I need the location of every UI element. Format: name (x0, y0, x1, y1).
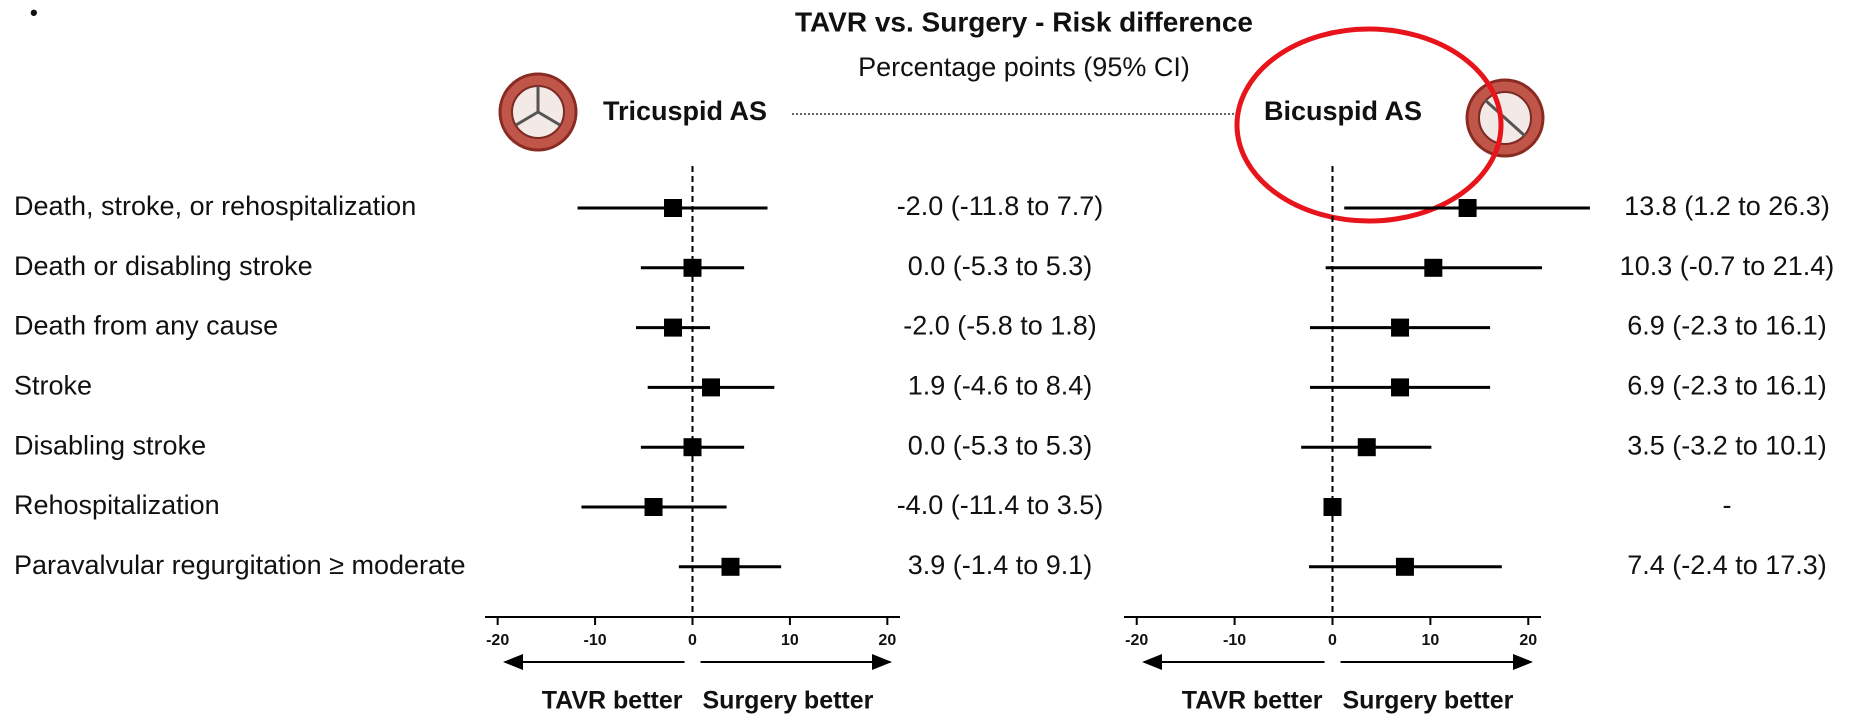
value-label: 6.9 (-2.3 to 16.1) (1627, 311, 1827, 341)
point-estimate (1391, 378, 1410, 397)
point-estimate (664, 199, 683, 217)
x-tick-label: -20 (486, 632, 509, 649)
point-estimate (1395, 557, 1414, 576)
point-estimate (702, 378, 721, 397)
value-label: 6.9 (-2.3 to 16.1) (1627, 371, 1827, 401)
x-tick-label: 10 (781, 632, 799, 649)
point-estimate (664, 318, 683, 337)
chart-title: TAVR vs. Surgery - Risk difference (795, 6, 1253, 37)
value-label: -2.0 (-11.8 to 7.7) (897, 191, 1104, 221)
direction-label: Surgery better (1343, 687, 1514, 715)
direction-label: TAVR better (542, 687, 683, 715)
row-label: Paravalvular regurgitation ≥ moderate (14, 550, 466, 580)
row-label: Death from any cause (14, 311, 278, 341)
panel-header: Tricuspid AS (603, 96, 767, 126)
row-label: Disabling stroke (14, 430, 206, 460)
direction-label: TAVR better (1182, 687, 1323, 715)
value-label: - (1723, 490, 1732, 520)
x-tick-label: -10 (1223, 632, 1246, 649)
highlight-circle (1234, 26, 1504, 224)
value-label: 1.9 (-4.6 to 8.4) (908, 371, 1093, 401)
value-label: 3.9 (-1.4 to 9.1) (908, 550, 1093, 580)
point-estimate (1357, 438, 1376, 457)
value-label: 13.8 (1.2 to 26.3) (1624, 191, 1830, 221)
value-label: 0.0 (-5.3 to 5.3) (908, 251, 1093, 281)
valve-icon (1465, 78, 1545, 158)
value-label: 3.5 (-3.2 to 10.1) (1627, 430, 1827, 460)
valve-icon (498, 72, 578, 152)
row-label: Death, stroke, or rehospitalization (14, 191, 416, 221)
point-estimate (1323, 498, 1342, 516)
x-tick-label: 0 (688, 632, 697, 649)
point-estimate (1424, 258, 1443, 277)
value-label: -2.0 (-5.8 to 1.8) (903, 311, 1097, 341)
point-estimate (721, 557, 740, 576)
point-estimate (683, 258, 702, 277)
panel-marker: • (30, 0, 38, 25)
x-tick-label: 20 (1519, 632, 1537, 649)
value-label: 10.3 (-0.7 to 21.4) (1620, 251, 1835, 281)
value-label: 7.4 (-2.4 to 17.3) (1627, 550, 1827, 580)
point-estimate (683, 438, 702, 457)
value-label: -4.0 (-11.4 to 3.5) (897, 490, 1104, 520)
panel-header: Bicuspid AS (1264, 96, 1422, 126)
chart-subtitle: Percentage points (95% CI) (858, 52, 1190, 82)
direction-label: Surgery better (703, 687, 874, 715)
value-label: 0.0 (-5.3 to 5.3) (908, 430, 1093, 460)
point-estimate (1391, 318, 1410, 337)
x-tick-label: -20 (1125, 632, 1148, 649)
row-label: Death or disabling stroke (14, 251, 313, 281)
x-tick-label: 0 (1328, 632, 1337, 649)
row-label: Stroke (14, 371, 92, 401)
x-tick-label: 10 (1421, 632, 1439, 649)
x-tick-label: -10 (584, 632, 607, 649)
row-label: Rehospitalization (14, 490, 220, 520)
point-estimate (644, 498, 663, 516)
x-tick-label: 20 (878, 632, 896, 649)
point-estimate (1458, 199, 1477, 217)
